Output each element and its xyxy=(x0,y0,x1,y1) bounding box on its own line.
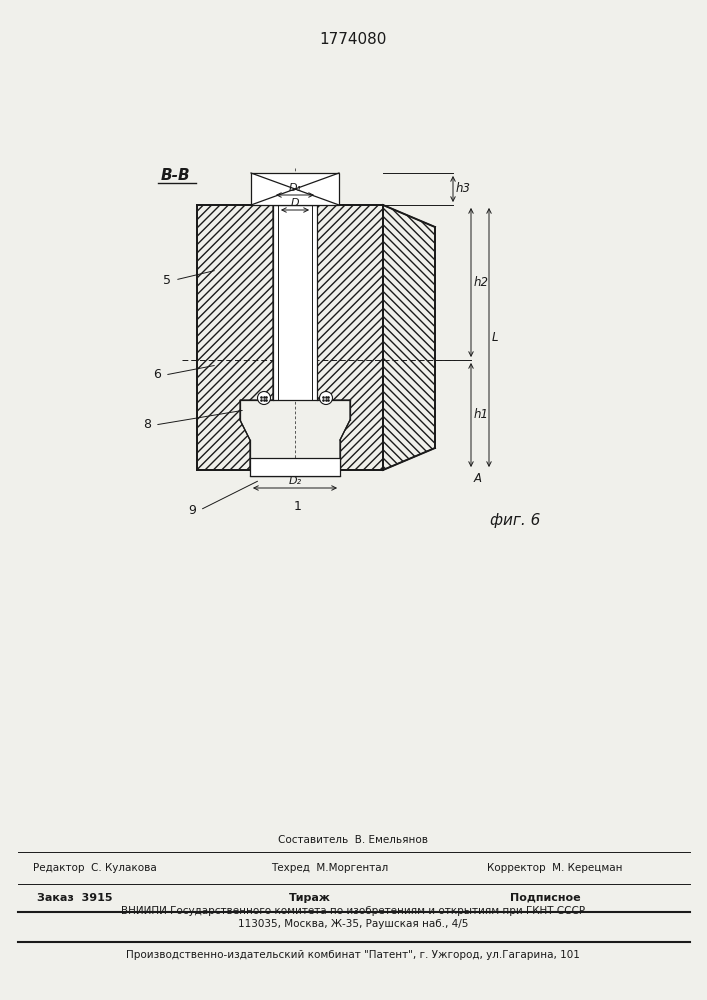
Text: Редактор  С. Кулакова: Редактор С. Кулакова xyxy=(33,863,157,873)
Text: ВНИИПИ Государственного комитета по изобретениям и открытиям при ГКНТ СССР: ВНИИПИ Государственного комитета по изоб… xyxy=(121,906,585,916)
Circle shape xyxy=(320,391,332,404)
Text: 6: 6 xyxy=(153,368,161,381)
Text: 9: 9 xyxy=(188,504,196,516)
Text: В-В: В-В xyxy=(160,167,189,182)
Bar xyxy=(250,458,340,476)
Text: 8: 8 xyxy=(143,418,151,432)
Text: D: D xyxy=(291,198,299,208)
Text: Техред  М.Моргентал: Техред М.Моргентал xyxy=(271,863,389,873)
Circle shape xyxy=(257,391,271,404)
Bar xyxy=(273,205,317,400)
Text: Тираж: Тираж xyxy=(289,893,331,903)
Text: D₂: D₂ xyxy=(288,476,302,486)
Text: h1: h1 xyxy=(474,408,489,422)
Text: 113035, Москва, Ж-35, Раушская наб., 4/5: 113035, Москва, Ж-35, Раушская наб., 4/5 xyxy=(238,919,468,929)
Text: L: L xyxy=(492,331,498,344)
Text: Составитель  В. Емельянов: Составитель В. Емельянов xyxy=(278,835,428,845)
Text: 1: 1 xyxy=(294,499,302,512)
Bar xyxy=(251,173,339,205)
Text: Заказ  3915: Заказ 3915 xyxy=(37,893,112,903)
Text: Подписное: Подписное xyxy=(510,893,580,903)
Text: 5: 5 xyxy=(163,273,171,286)
Text: Производственно-издательский комбинат "Патент", г. Ужгород, ул.Гагарина, 101: Производственно-издательский комбинат "П… xyxy=(126,950,580,960)
Text: h2: h2 xyxy=(474,276,489,289)
Text: Корректор  М. Керецман: Корректор М. Керецман xyxy=(487,863,623,873)
Text: фиг. 6: фиг. 6 xyxy=(490,512,540,528)
Text: 1774080: 1774080 xyxy=(320,32,387,47)
Text: D₁: D₁ xyxy=(288,183,302,193)
Text: A: A xyxy=(474,472,482,485)
Text: h3: h3 xyxy=(456,182,471,196)
